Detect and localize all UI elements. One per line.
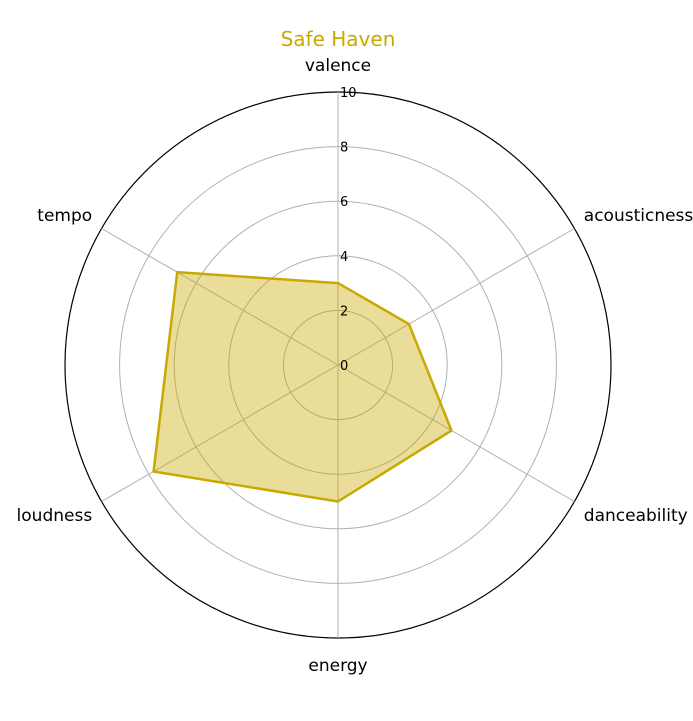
axis-label-acousticness: acousticness — [584, 206, 693, 226]
tick-label-4: 4 — [340, 250, 348, 265]
axis-label-tempo: tempo — [37, 206, 92, 226]
tick-label-10: 10 — [340, 86, 357, 101]
axis-label-valence: valence — [305, 56, 371, 76]
chart-title: Safe Haven — [281, 27, 396, 51]
axis-label-loudness: loudness — [17, 506, 93, 526]
spoke-danceability — [337, 364, 575, 502]
axis-label-energy: energy — [308, 656, 367, 676]
tick-label-6: 6 — [340, 195, 348, 210]
spoke-acousticness — [337, 228, 575, 366]
axis-label-danceability: danceability — [584, 506, 688, 526]
tick-label-2: 2 — [340, 304, 348, 319]
tick-label-8: 8 — [340, 141, 348, 156]
spoke-loudness — [101, 364, 339, 502]
spoke-tempo — [101, 228, 339, 366]
series-area-0 — [152, 270, 453, 503]
series-layer — [152, 270, 453, 503]
tick-label-0: 0 — [340, 359, 348, 374]
label-layer: 0 2 4 6 8 10 valence acousticness danceability en… — [17, 56, 693, 676]
